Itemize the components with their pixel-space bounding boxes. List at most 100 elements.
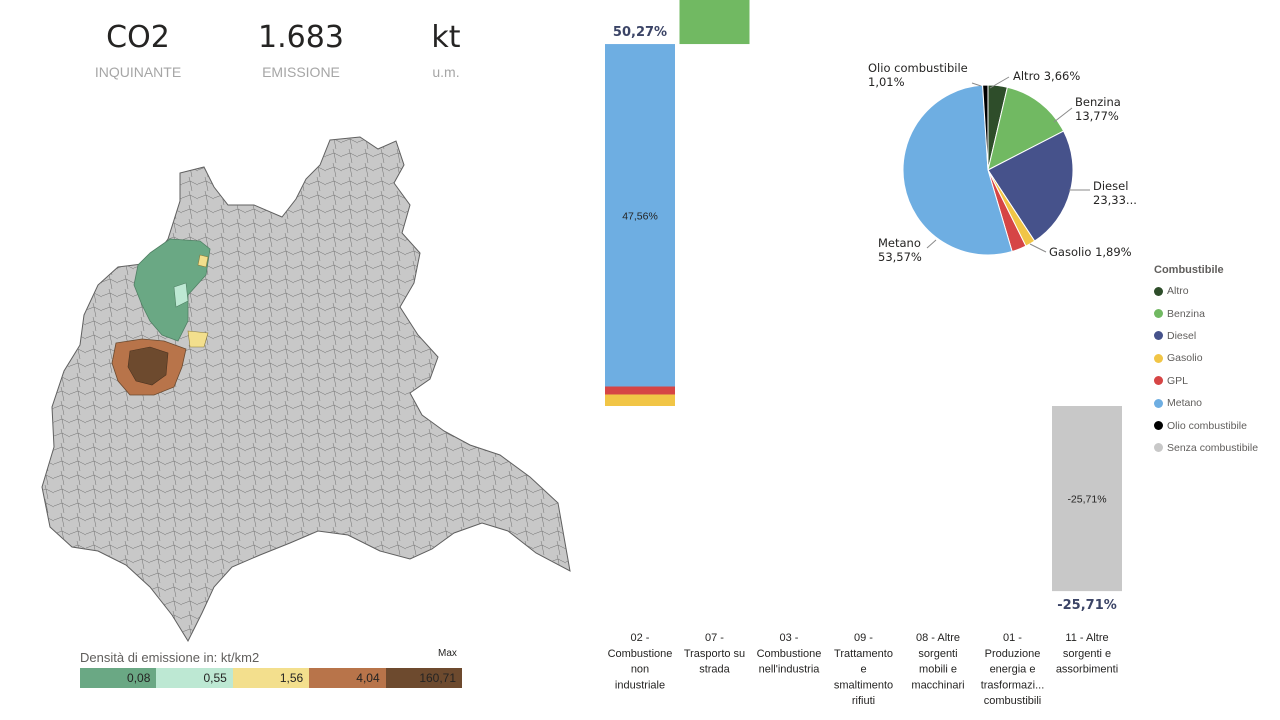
pie-leader-line xyxy=(1053,107,1073,123)
legend-swatch xyxy=(1154,398,1163,408)
legend-class-5[interactable]: 160,71 xyxy=(385,668,463,688)
pie-slice-diesel[interactable] xyxy=(987,130,1074,242)
kpi-unit-value: kt xyxy=(431,20,461,55)
category-label: 09 - xyxy=(854,632,873,644)
category-label: 11 - Altre xyxy=(1065,632,1108,644)
category-label: Trasporto su xyxy=(684,648,745,660)
kpi-pollutant-label: INQUINANTE xyxy=(94,64,182,80)
legend-class-4[interactable]: 4,04 xyxy=(309,668,386,688)
category-label: 02 - xyxy=(631,632,650,644)
pie-slice-label: Altro 3,66% xyxy=(1013,69,1080,83)
bar-segment-gpl[interactable] xyxy=(605,386,675,395)
kpi-emission-value: 1.683 xyxy=(258,20,344,55)
category-label: Combustione xyxy=(608,648,673,660)
map-legend-title: Densità di emissione in: kt/km2 xyxy=(80,650,260,665)
pie-slice-label: Olio combustibile xyxy=(868,61,968,75)
category-label: macchinari xyxy=(911,679,964,691)
category-label: sorgenti e xyxy=(1063,648,1111,660)
bar-segment-negative[interactable] xyxy=(1052,406,1122,592)
category-label: 08 - Altre xyxy=(916,632,960,644)
legend-item-senza-combustibile[interactable]: Senza combustibile xyxy=(1154,437,1258,459)
bar-total-label: 50,27% xyxy=(613,25,667,40)
category-label: trasformazi... xyxy=(981,679,1045,691)
legend-label: Altro xyxy=(1167,285,1189,298)
map-svg xyxy=(41,136,571,643)
area-density-max[interactable] xyxy=(127,346,169,386)
category-label: Combustione xyxy=(757,648,822,660)
sector-waterfall-and-fuel-pie: 47,56% 50,27% 02 - Combustione non industrial… xyxy=(605,0,1137,707)
legend-swatch xyxy=(1154,331,1163,341)
pie-slice-label: 13,77% xyxy=(1075,109,1119,123)
category-label: rifiuti xyxy=(852,695,875,707)
legend-item-gasolio[interactable]: Gasolio xyxy=(1154,347,1258,369)
fuel-legend-title: Combustibile xyxy=(1154,264,1224,276)
category-label: energia e xyxy=(990,664,1036,676)
legend-swatch xyxy=(1154,286,1163,296)
bar-segment-benzina[interactable] xyxy=(679,0,750,45)
bar-segment-metano[interactable] xyxy=(605,44,675,387)
category-label: assorbimenti xyxy=(1056,664,1118,676)
pie-slice-label: Diesel xyxy=(1093,179,1128,193)
pie-slice-benzina[interactable] xyxy=(987,86,1065,171)
legend-class-3[interactable]: 1,56 xyxy=(232,668,310,688)
area-density-low[interactable] xyxy=(133,238,211,342)
kpi-unit-label: u.m. xyxy=(432,64,460,80)
legend-class-1[interactable]: 0,08 xyxy=(80,668,157,688)
legend-item-gpl[interactable]: GPL xyxy=(1154,370,1258,392)
legend-label: Olio combustibile xyxy=(1167,419,1247,432)
pie-slice-label: 1,01% xyxy=(868,75,905,89)
category-label: Produzione xyxy=(985,648,1041,660)
legend-swatch xyxy=(1154,309,1163,319)
legend-swatch xyxy=(1154,443,1163,453)
kpi-pollutant-value: CO2 xyxy=(106,20,170,55)
category-label: Trattamento xyxy=(834,648,893,660)
kpi-pollutant: CO2 INQUINANTE xyxy=(53,18,223,80)
emission-density-map[interactable] xyxy=(38,135,578,645)
category-label: 01 - xyxy=(1003,632,1022,644)
category-label: industriale xyxy=(615,679,665,691)
category-label: 03 - xyxy=(780,632,799,644)
bar-total-label: -25,71% xyxy=(1057,598,1117,613)
kpi-emission-label: EMISSIONE xyxy=(262,64,340,80)
pie-leader-line xyxy=(926,239,937,249)
map-legend-max-label: Max xyxy=(438,648,457,659)
category-label: combustibili xyxy=(984,695,1041,707)
legend-item-metano[interactable]: Metano xyxy=(1154,392,1258,414)
pie-slice-label: Metano xyxy=(878,236,921,250)
legend-label: Diesel xyxy=(1167,329,1197,342)
legend-item-altro[interactable]: Altro xyxy=(1154,280,1258,302)
legend-label: Senza combustibile xyxy=(1167,441,1259,454)
bar-segment-label: -25,71% xyxy=(1067,494,1106,506)
map-legend-bar: 0,08 0,55 1,56 4,04 160,71 xyxy=(80,668,463,688)
legend-item-olio-combustibile[interactable]: Olio combustibile xyxy=(1154,414,1258,436)
legend-class-2[interactable]: 0,55 xyxy=(156,668,233,688)
legend-item-benzina[interactable]: Benzina xyxy=(1154,302,1258,324)
legend-item-diesel[interactable]: Diesel xyxy=(1154,325,1258,347)
legend-label: Metano xyxy=(1167,397,1203,410)
category-label: 07 - xyxy=(705,632,724,644)
pie-slice-label: Benzina xyxy=(1075,95,1121,109)
legend-label: GPL xyxy=(1167,374,1189,387)
pie-slice-label: 53,57% xyxy=(878,250,922,264)
category-label: strada xyxy=(699,664,730,676)
pie-leader-line xyxy=(1029,243,1047,253)
legend-label: Benzina xyxy=(1167,307,1205,320)
category-label: non xyxy=(631,664,649,676)
area-density-mid[interactable] xyxy=(187,254,209,348)
category-label: smaltimento xyxy=(834,679,893,691)
legend-swatch xyxy=(1154,421,1163,431)
pie-slice-label: 23,33... xyxy=(1093,193,1137,207)
legend-swatch xyxy=(1154,353,1163,363)
kpi-emission: 1.683 EMISSIONE xyxy=(216,18,386,80)
bar-segment-gasolio[interactable] xyxy=(605,394,675,406)
area-density-mid-low[interactable] xyxy=(173,282,189,308)
pie-slice-olio-combustibile[interactable] xyxy=(982,84,989,171)
kpi-unit: kt u.m. xyxy=(361,18,531,80)
legend-swatch xyxy=(1154,376,1163,386)
legend-label: Gasolio xyxy=(1167,352,1203,365)
category-label: nell'industria xyxy=(759,664,821,676)
bar-segment-label: 47,56% xyxy=(622,210,658,222)
category-label: sorgenti xyxy=(918,648,957,660)
category-label: mobili e xyxy=(919,664,957,676)
category-label: e xyxy=(860,664,866,676)
